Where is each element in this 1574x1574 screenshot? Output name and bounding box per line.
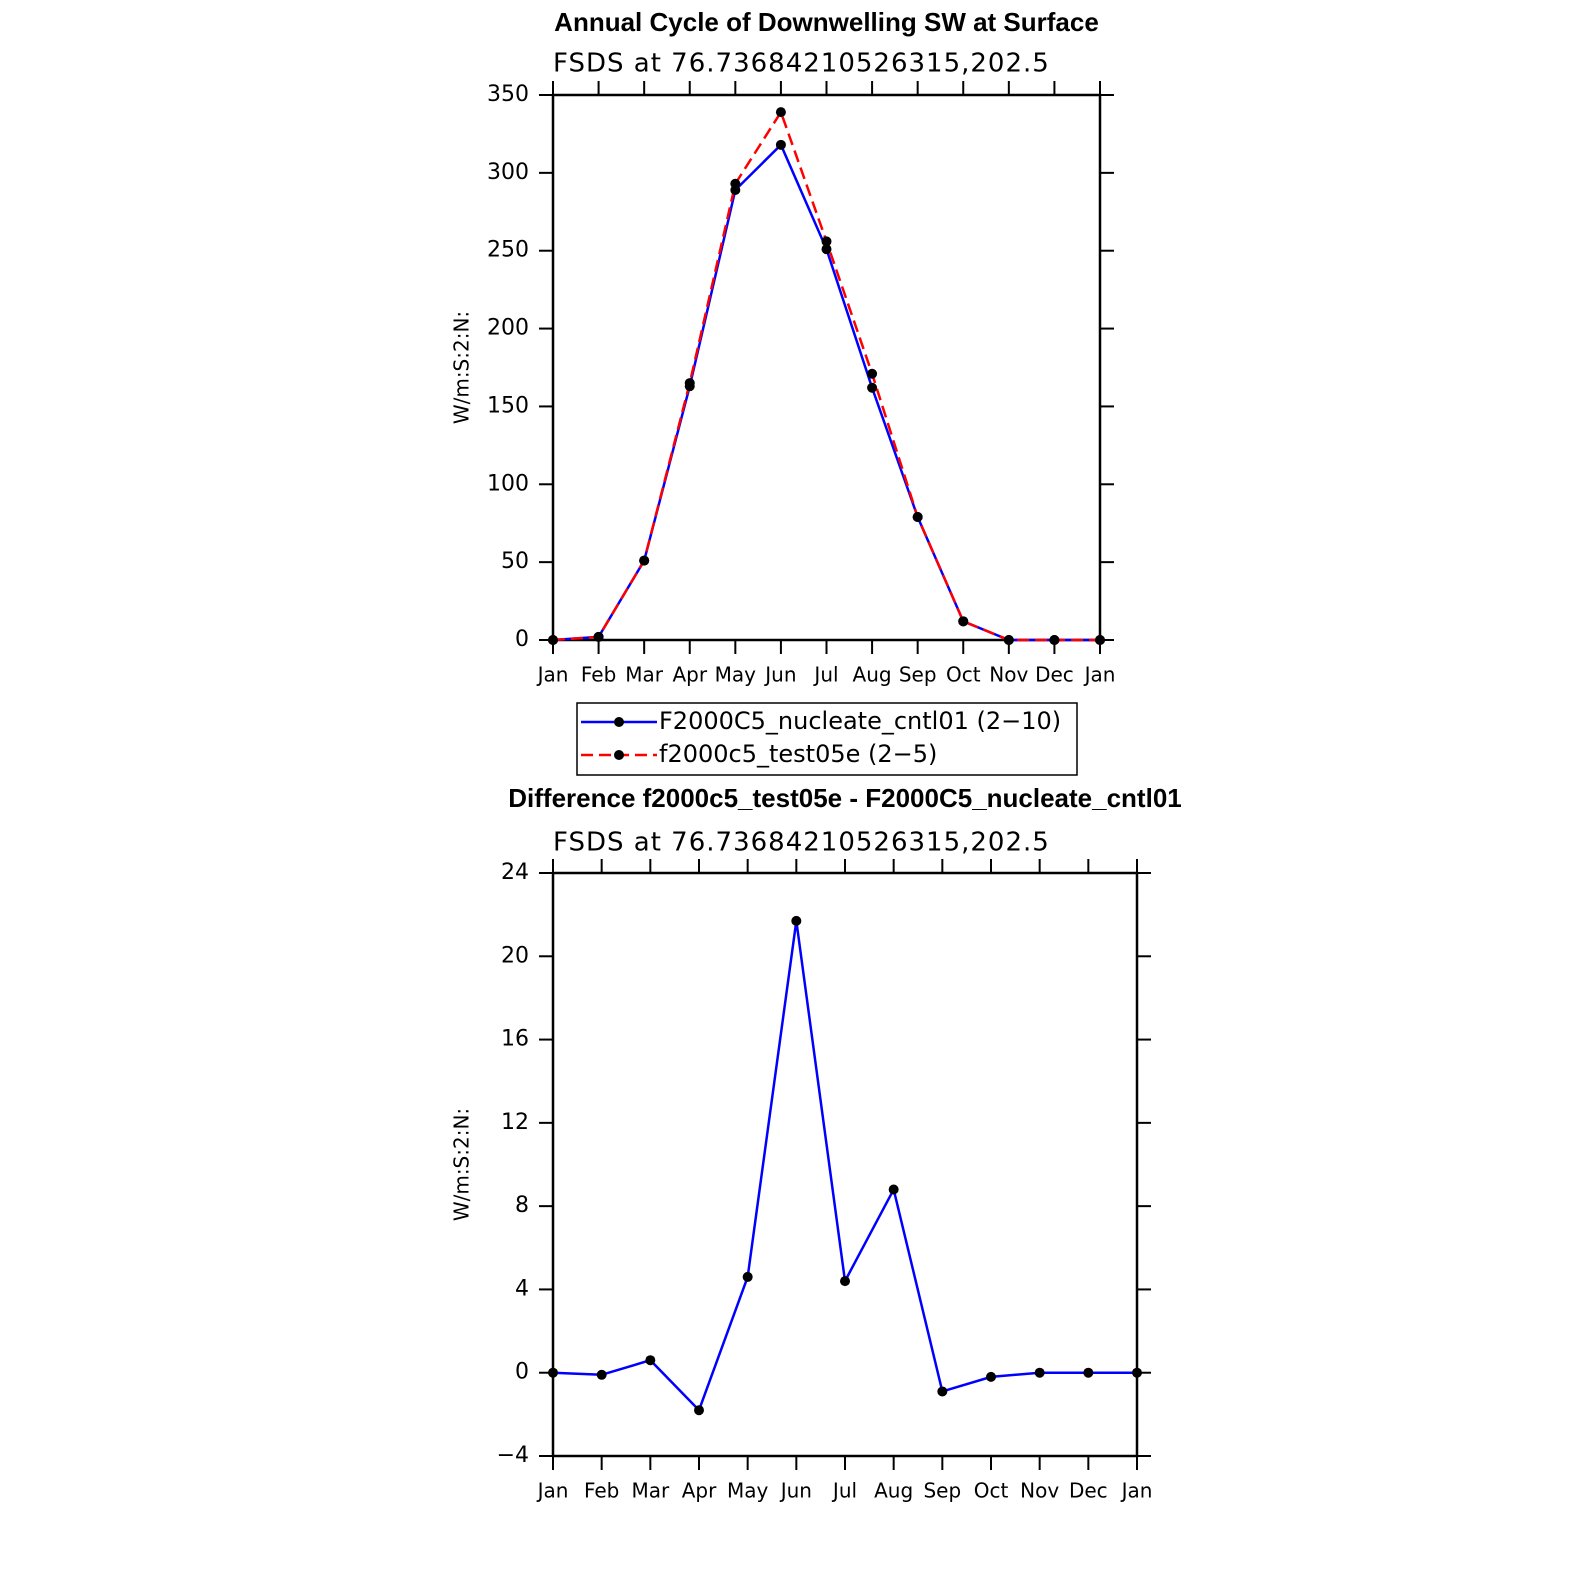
x-tick-label: Feb [584, 1479, 619, 1503]
x-tick-label: May [715, 663, 757, 687]
chart-subtitle: FSDS at 76.73684210526315,202.5 [553, 49, 1050, 79]
y-tick-label: 12 [501, 1110, 529, 1135]
marker [730, 178, 741, 189]
marker [593, 631, 604, 642]
marker [791, 915, 802, 926]
panel: Difference f2000c5_test05e - F2000C5_nuc… [450, 783, 1182, 1503]
x-tick-label: Mar [625, 663, 664, 687]
marker [742, 1271, 753, 1282]
legend-label: F2000C5_nucleate_cntl01 (2−10) [659, 707, 1061, 735]
x-tick-label: Sep [923, 1479, 961, 1503]
x-tick-label: Jul [831, 1479, 857, 1503]
x-tick-label: Oct [946, 663, 981, 687]
plot-frame [551, 871, 1139, 1458]
marker [1083, 1367, 1094, 1378]
x-tick-label: Feb [581, 663, 616, 687]
marker [639, 555, 650, 566]
x-tick-label: Apr [672, 663, 707, 687]
legend-marker [614, 717, 624, 727]
marker [986, 1371, 996, 1382]
marker [867, 382, 878, 393]
marker [684, 378, 695, 389]
chart-title: Annual Cycle of Downwelling SW at Surfac… [554, 7, 1099, 37]
y-tick-label: 50 [501, 549, 529, 574]
x-tick-label: Jul [812, 663, 838, 687]
x-tick-label: Mar [631, 1479, 670, 1503]
y-tick-label: 8 [515, 1193, 529, 1218]
y-tick-label: 20 [501, 943, 529, 968]
y-tick-label: 24 [501, 860, 529, 885]
panel: Annual Cycle of Downwelling SW at Surfac… [450, 7, 1116, 776]
chart-title: Difference f2000c5_test05e - F2000C5_nuc… [508, 783, 1182, 813]
y-tick-label: 200 [487, 316, 529, 341]
y-tick-label: −4 [497, 1443, 529, 1468]
x-tick-label: Jan [1120, 1479, 1153, 1503]
marker [821, 236, 832, 247]
plot-frame [551, 93, 1102, 642]
x-tick-label: Jan [536, 1479, 569, 1503]
marker [1049, 635, 1060, 645]
marker [888, 1184, 899, 1195]
y-tick-label: 16 [501, 1027, 529, 1052]
y-tick-label: 150 [487, 393, 529, 418]
marker [867, 368, 878, 379]
marker [694, 1405, 704, 1416]
chart-subtitle: FSDS at 76.73684210526315,202.5 [553, 828, 1050, 858]
y-tick-label: 0 [515, 1360, 529, 1385]
legend-box [576, 702, 1078, 776]
y-axis-label: W/m:S:2:N: [450, 1108, 474, 1221]
legend-marker [614, 750, 624, 760]
marker [912, 511, 923, 522]
marker [958, 616, 969, 627]
y-tick-label: 100 [487, 471, 529, 496]
series-line [552, 920, 1137, 1413]
x-tick-label: Nov [1020, 1479, 1059, 1503]
marker [596, 1369, 607, 1380]
marker [821, 244, 832, 255]
x-tick-label: May [727, 1479, 769, 1503]
x-tick-label: Apr [682, 1479, 717, 1503]
series-line [552, 142, 1100, 642]
x-tick-label: Aug [874, 1479, 913, 1503]
marker [937, 1386, 948, 1397]
marker [1034, 1367, 1045, 1378]
legend-label: f2000c5_test05e (2−5) [659, 740, 937, 768]
x-tick-label: Aug [853, 663, 892, 687]
x-tick-label: Jun [779, 1479, 812, 1503]
x-tick-label: Jan [536, 663, 569, 687]
x-tick-label: Sep [899, 663, 937, 687]
x-tick-label: Dec [1035, 663, 1074, 687]
marker [840, 1276, 850, 1287]
x-tick-label: Jan [1083, 663, 1116, 687]
marker [548, 1367, 558, 1378]
y-axis-label: W/m:S:2:N: [450, 311, 474, 424]
x-tick-label: Nov [989, 663, 1028, 687]
marker [645, 1355, 656, 1366]
x-tick-label: Oct [974, 1479, 1009, 1503]
y-tick-label: 4 [515, 1276, 529, 1301]
x-tick-label: Jun [763, 663, 796, 687]
x-tick-label: Dec [1069, 1479, 1108, 1503]
y-tick-label: 300 [487, 160, 529, 185]
marker [548, 635, 558, 645]
series-line [552, 109, 1100, 642]
marker [1132, 1367, 1142, 1378]
marker [1095, 635, 1105, 645]
marker [1003, 635, 1014, 645]
marker [775, 139, 786, 150]
y-tick-label: 350 [487, 82, 529, 107]
marker [775, 107, 786, 118]
y-tick-label: 0 [515, 627, 529, 652]
y-tick-label: 250 [487, 238, 529, 263]
